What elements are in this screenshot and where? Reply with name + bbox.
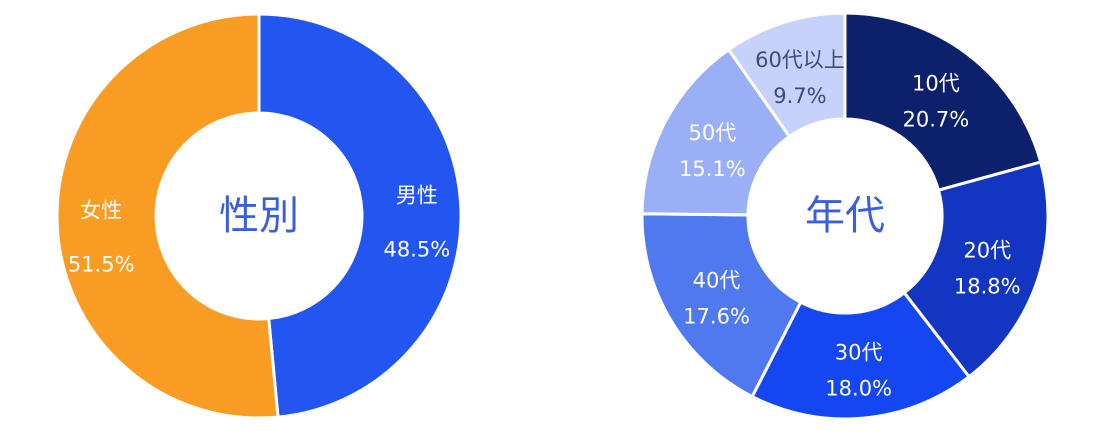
age-slice-2 bbox=[750, 290, 972, 421]
gender-donut-svg: 男性 48.5% 女性 51.5% 性別 bbox=[55, 12, 463, 420]
gender-chart-title: 性別 bbox=[219, 193, 299, 239]
age-slice-name-3: 40代 bbox=[693, 268, 741, 292]
age-slice-value-0: 20.7% bbox=[903, 108, 970, 132]
age-slice-1 bbox=[902, 160, 1050, 379]
gender-donut-chart: 男性 48.5% 女性 51.5% 性別 bbox=[55, 12, 463, 420]
age-slice-3 bbox=[640, 212, 803, 399]
age-slice-name-4: 50代 bbox=[688, 121, 736, 145]
age-slice-name-0: 10代 bbox=[912, 72, 960, 96]
gender-slice-value-1: 51.5% bbox=[68, 252, 135, 276]
age-slice-value-3: 17.6% bbox=[683, 304, 750, 328]
age-donut-chart: 10代 20.7% 20代 18.8% 30代 18.0% 40代 17.6% 50代 15.1%… bbox=[552, 0, 1104, 431]
gender-slice-value-0: 48.5% bbox=[383, 238, 450, 262]
age-chart-title: 年代 bbox=[805, 193, 885, 239]
age-slice-value-5: 9.7% bbox=[773, 84, 826, 108]
age-slice-value-4: 15.1% bbox=[679, 157, 746, 181]
gender-slice-1 bbox=[55, 12, 280, 420]
age-slice-4 bbox=[640, 47, 792, 217]
age-donut-svg: 10代 20.7% 20代 18.8% 30代 18.0% 40代 17.6% 50代 15.1%… bbox=[640, 11, 1050, 421]
gender-slice-name-0: 男性 bbox=[396, 184, 438, 208]
age-slice-5 bbox=[726, 11, 847, 139]
gender-slice-name-1: 女性 bbox=[80, 198, 122, 222]
age-slice-name-5: 60代以上 bbox=[755, 48, 845, 72]
age-slice-value-1: 18.8% bbox=[954, 275, 1021, 299]
age-slice-value-2: 18.0% bbox=[825, 376, 892, 400]
gender-slice-0 bbox=[257, 12, 463, 419]
age-slice-0 bbox=[843, 11, 1043, 193]
age-slice-name-2: 30代 bbox=[835, 340, 883, 364]
age-slice-name-1: 20代 bbox=[963, 239, 1011, 263]
